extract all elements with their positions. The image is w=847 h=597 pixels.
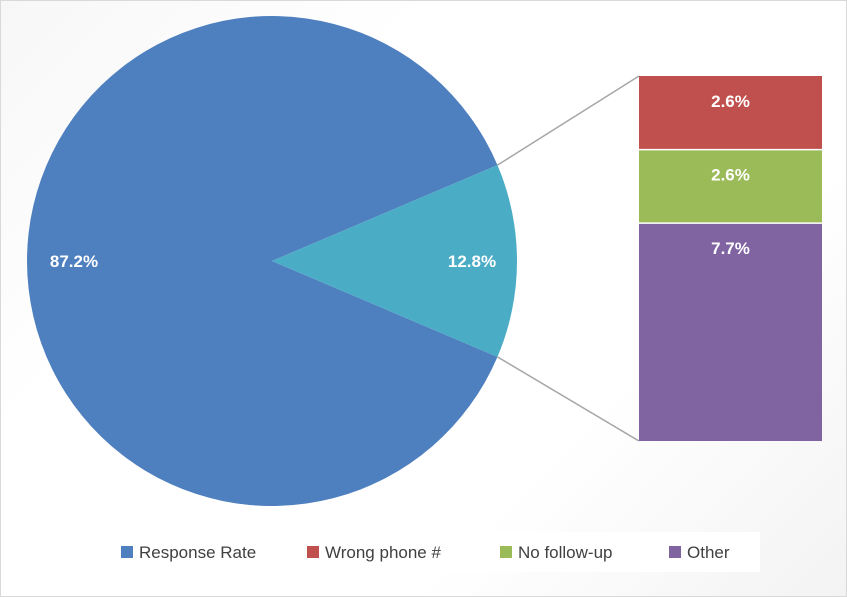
connector-upper — [497, 75, 640, 166]
legend-swatch-response-rate — [121, 546, 133, 558]
bar-label-other: 7.7% — [711, 239, 750, 258]
pie-label-response-rate: 87.2% — [50, 252, 98, 271]
legend-label-no-follow-up: No follow-up — [518, 543, 613, 562]
legend-label-response-rate: Response Rate — [139, 543, 256, 562]
bar-label-wrong-phone: 2.6% — [711, 92, 750, 111]
bar-segment-wrong-phone — [639, 76, 822, 150]
bar-segment-other — [639, 223, 822, 441]
bar-segment-no-follow-up — [639, 149, 822, 224]
pie-label-other-combined: 12.8% — [448, 252, 496, 271]
legend-swatch-no-follow-up — [500, 546, 512, 558]
legend-swatch-other — [669, 546, 681, 558]
pie — [26, 15, 517, 506]
legend-label-wrong-phone: Wrong phone # — [325, 543, 441, 562]
bar-label-no-follow-up: 2.6% — [711, 166, 750, 185]
legend-swatch-wrong-phone — [307, 546, 319, 558]
legend-label-other: Other — [687, 543, 730, 562]
legend-background — [100, 532, 760, 572]
connector-lower — [497, 356, 640, 442]
pie-slice-other-combined — [272, 165, 517, 357]
data-labels: 87.2% 12.8% 2.6% 2.6% 7.7% — [50, 92, 750, 271]
stacked-bar — [639, 76, 822, 441]
legend: Response Rate Wrong phone # No follow-up Ot… — [100, 532, 760, 572]
connector-lines — [497, 75, 640, 442]
pie-slice-response-rate — [26, 15, 498, 506]
